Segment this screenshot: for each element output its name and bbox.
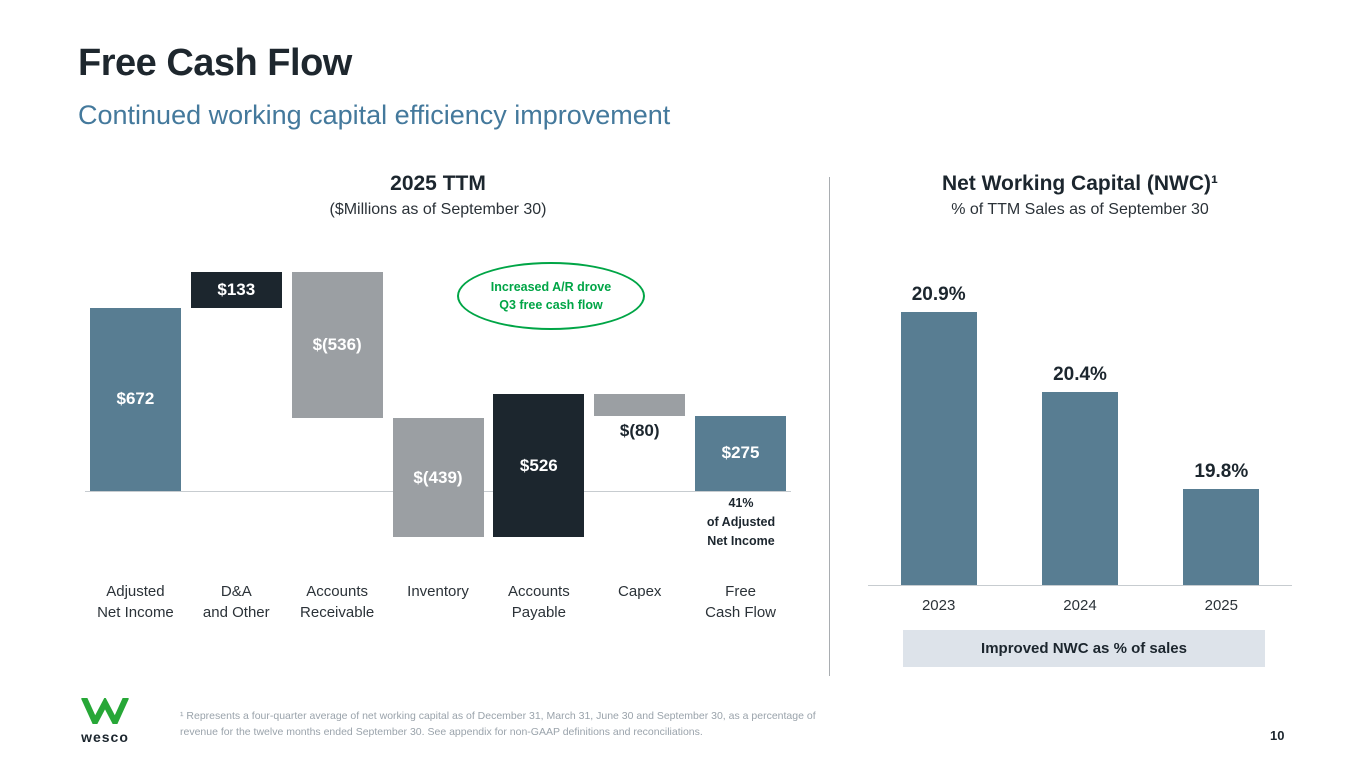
wesco-logo: wesco (78, 696, 132, 745)
fcf-note-line: Net Income (707, 533, 775, 548)
waterfall-bar-value: $(536) (312, 335, 362, 355)
waterfall-category-label: Capex (618, 583, 662, 600)
waterfall-title: 2025 TTM (390, 172, 486, 195)
waterfall-category-label: Accounts Receivable (300, 583, 375, 621)
nwc-plot: 20.9% 2023 20.4% 2024 19.8% 2025 (868, 280, 1292, 614)
waterfall-bar-value: $526 (519, 456, 558, 476)
page-number: 10 (1270, 728, 1285, 743)
annotation-text-line: Increased A/R drove (490, 279, 612, 294)
nwc-bar-2025 (1183, 488, 1260, 585)
waterfall-plot: $672 $133 $(536) $(439) $526 $(80) $275 (85, 240, 791, 550)
nwc-x-label: 2024 (1063, 597, 1097, 614)
nwc-axis-line (868, 585, 1292, 586)
nwc-bar-2023 (900, 312, 977, 585)
waterfall-bar-3 (392, 417, 484, 538)
nwc-bar-value: 20.4% (1053, 364, 1107, 386)
nwc-x-label: 2025 (1204, 597, 1238, 614)
page-subtitle: Continued working capital efficiency imp… (78, 100, 671, 130)
waterfall-bar-0 (89, 308, 181, 491)
nwc-bar-value: 19.8% (1194, 460, 1249, 482)
waterfall-bar-value: $(439) (413, 467, 463, 487)
annotation-ellipse: Increased A/R drove Q3 free cash flow (457, 262, 645, 330)
wesco-logo-text: wesco (81, 729, 129, 745)
nwc-header: Net Working Capital (NWC)¹ % of TTM Sale… (868, 172, 1292, 219)
nwc-subtitle: % of TTM Sales as of September 30 (951, 201, 1209, 218)
wesco-w-icon (81, 696, 129, 729)
waterfall-bar-6 (695, 416, 787, 491)
vertical-divider (829, 177, 830, 676)
waterfall-category-label: Adjusted Net Income (97, 583, 174, 621)
waterfall-header: 2025 TTM ($Millions as of September 30) (85, 172, 791, 219)
nwc-bar-2024 (1042, 392, 1118, 585)
fcf-note-line: 41% (728, 496, 754, 510)
waterfall-subtitle: ($Millions as of September 30) (329, 201, 547, 218)
waterfall-bar-1 (190, 272, 282, 309)
nwc-caption-box: Improved NWC as % of sales (903, 630, 1265, 667)
waterfall-category-label: Free Cash Flow (705, 583, 777, 621)
waterfall-bar-4 (493, 394, 585, 538)
fcf-note-line: of Adjusted (706, 514, 776, 529)
waterfall-categories: Adjusted Net Income D&A and Other Accounts Re… (85, 581, 791, 623)
nwc-bar-value: 20.9% (911, 284, 966, 306)
fcf-percentage-note: 41% of Adjusted Net Income (695, 494, 787, 550)
waterfall-category-label: D&A and Other (202, 583, 270, 621)
waterfall-bar-value: $133 (217, 280, 256, 300)
waterfall-category-label: Accounts Payable (508, 583, 570, 621)
waterfall-bar-5 (594, 394, 686, 416)
waterfall-category-label: Inventory (407, 583, 469, 600)
waterfall-bar-value: $275 (721, 443, 760, 463)
waterfall-bar-2 (291, 272, 383, 418)
footnote-text: ¹ Represents a four-quarter average of n… (180, 710, 816, 739)
page-title: Free Cash Flow (78, 42, 352, 84)
nwc-title: Net Working Capital (NWC)¹ (941, 172, 1219, 195)
nwc-x-label: 2023 (921, 597, 956, 614)
waterfall-bar-value: $672 (116, 389, 155, 409)
waterfall-bar-value: $(80) (619, 420, 660, 440)
annotation-text-line: Q3 free cash flow (499, 298, 603, 312)
